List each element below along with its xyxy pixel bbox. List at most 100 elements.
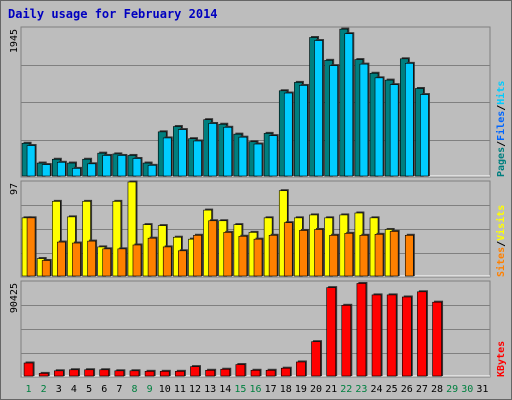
- legend-item-sites: Sites: [495, 247, 507, 277]
- y-max-label-bottom: 90425: [9, 283, 20, 313]
- bar-kbytes-day-7: [114, 370, 125, 377]
- bar-kbytes-day-24: [371, 294, 382, 377]
- bar-hits-day-9: [147, 165, 157, 177]
- bar-sites-day-8: [132, 244, 142, 277]
- bar-kbytes-day-5: [84, 369, 94, 377]
- bar-kbytes-day-2: [38, 373, 49, 377]
- bar-sites-day-13: [208, 220, 217, 277]
- x-label-day-14: 14: [219, 384, 231, 395]
- bar-visits-day-3: [52, 201, 61, 277]
- x-label-day-22: 22: [340, 384, 352, 395]
- x-label-day-13: 13: [204, 384, 216, 395]
- x-label-day-12: 12: [189, 384, 201, 395]
- bar-kbytes-day-19: [296, 361, 306, 377]
- bar-hits-day-10: [162, 137, 172, 177]
- x-label-day-1: 1: [26, 384, 32, 395]
- bar-kbytes-day-22: [341, 305, 352, 377]
- x-label-day-28: 28: [431, 384, 443, 395]
- bar-kbytes-day-10: [159, 371, 170, 377]
- x-label-day-29: 29: [446, 384, 458, 395]
- bar-kbytes-day-20: [311, 341, 321, 377]
- bar-kbytes-day-3: [54, 370, 64, 377]
- x-label-day-26: 26: [401, 384, 413, 395]
- bar-kbytes-day-9: [144, 371, 155, 377]
- x-label-day-24: 24: [371, 384, 383, 395]
- bar-sites-day-23: [359, 234, 369, 277]
- x-label-day-7: 7: [116, 384, 122, 395]
- bar-kbytes-day-13: [205, 369, 215, 377]
- bar-kbytes-day-8: [129, 370, 140, 377]
- bar-hits-day-15: [238, 136, 248, 177]
- bar-hits-day-20: [314, 40, 323, 177]
- bar-visits-day-5: [82, 201, 91, 277]
- bar-hits-day-3: [57, 162, 66, 177]
- bar-hits-day-13: [208, 123, 217, 177]
- bar-kbytes-day-1: [23, 362, 34, 377]
- legend-separator: /: [496, 241, 507, 247]
- bar-hits-day-21: [329, 65, 338, 177]
- bar-hits-day-4: [72, 168, 81, 177]
- x-label-day-3: 3: [56, 384, 62, 395]
- bar-sites-day-19: [299, 230, 308, 277]
- x-label-day-17: 17: [265, 384, 277, 395]
- legend-item-files: Files: [495, 111, 507, 141]
- bar-sites-day-20: [314, 229, 323, 277]
- legend-middle: Sites/Visits: [495, 205, 507, 277]
- bar-hits-day-22: [344, 33, 354, 177]
- bar-sites-day-6: [102, 248, 112, 277]
- bar-hits-day-18: [283, 92, 293, 177]
- bar-visits-day-8: [127, 181, 137, 277]
- bar-kbytes-day-18: [280, 367, 291, 377]
- legend-separator: /: [496, 141, 507, 147]
- bar-sites-day-21: [329, 234, 338, 277]
- bar-hits-day-11: [178, 129, 187, 177]
- bar-sites-day-25: [389, 231, 399, 277]
- bar-kbytes-day-4: [69, 369, 79, 377]
- bar-sites-day-1: [26, 217, 36, 277]
- y-max-label-middle: 97: [9, 183, 20, 195]
- bar-kbytes-day-6: [99, 369, 110, 377]
- bar-sites-day-14: [223, 232, 233, 277]
- bar-sites-day-2: [41, 260, 51, 277]
- bar-hits-day-25: [389, 84, 399, 177]
- x-label-day-8: 8: [131, 384, 137, 395]
- chart-title: Daily usage for February 2014: [8, 7, 218, 21]
- bar-kbytes-day-26: [401, 296, 412, 377]
- bar-kbytes-day-23: [356, 283, 367, 377]
- y-max-label-top: 1945: [9, 29, 20, 53]
- bar-sites-day-9: [147, 237, 157, 277]
- legend-item-pages: Pages: [496, 147, 507, 177]
- x-label-day-5: 5: [86, 384, 92, 395]
- legend-item-visits: Visits: [495, 205, 507, 241]
- bar-hits-day-8: [132, 158, 142, 177]
- x-label-day-9: 9: [147, 384, 153, 395]
- bar-sites-day-3: [57, 241, 66, 277]
- x-label-day-16: 16: [249, 384, 261, 395]
- legend-bottom: KBytes: [496, 341, 507, 377]
- x-label-day-2: 2: [41, 384, 47, 395]
- x-label-day-25: 25: [386, 384, 398, 395]
- bar-sites-day-11: [178, 250, 187, 277]
- bar-hits-day-6: [102, 155, 112, 177]
- bar-hits-day-23: [359, 63, 369, 177]
- x-label-day-4: 4: [71, 384, 77, 395]
- bar-kbytes-day-21: [326, 287, 336, 377]
- bar-hits-day-17: [268, 135, 278, 177]
- bar-kbytes-day-17: [265, 369, 276, 377]
- x-label-day-10: 10: [159, 384, 171, 395]
- legend-separator: /: [496, 105, 507, 111]
- bar-sites-day-24: [374, 234, 384, 277]
- x-label-day-21: 21: [325, 384, 337, 395]
- bar-hits-day-1: [26, 145, 36, 177]
- bar-sites-day-15: [238, 235, 248, 277]
- bar-kbytes-day-11: [175, 371, 185, 377]
- x-label-day-19: 19: [295, 384, 307, 395]
- bar-hits-day-24: [374, 77, 384, 177]
- bar-sites-day-16: [253, 238, 263, 277]
- legend-top: Pages/Files/Hits: [495, 81, 507, 177]
- x-label-day-6: 6: [101, 384, 107, 395]
- bar-hits-day-19: [299, 85, 308, 177]
- bar-kbytes-day-27: [417, 291, 427, 377]
- x-label-day-15: 15: [234, 384, 246, 395]
